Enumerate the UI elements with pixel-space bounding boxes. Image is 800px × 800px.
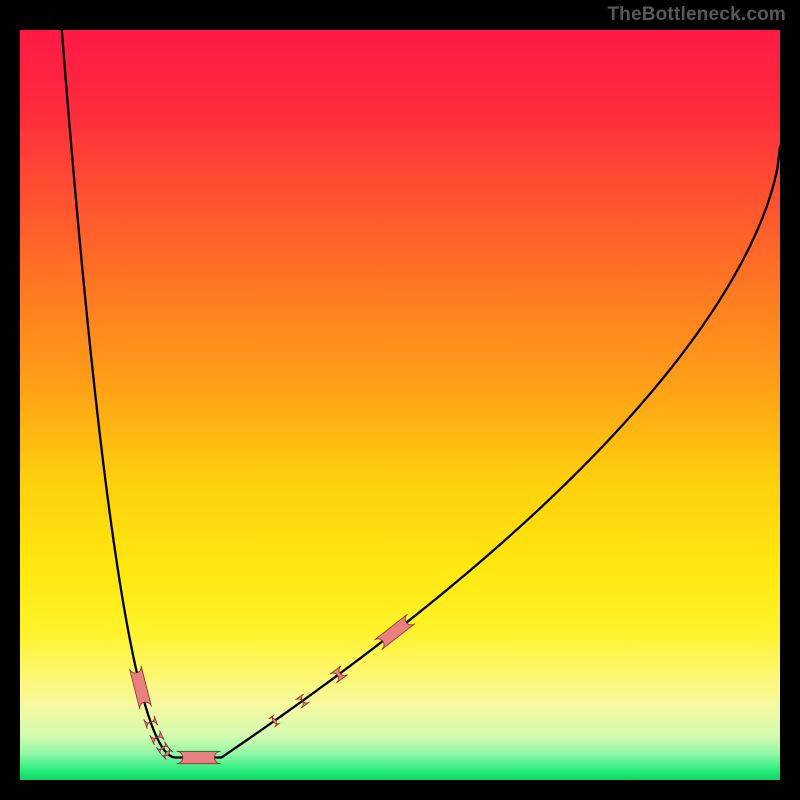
plot-area (20, 30, 780, 780)
bead-valley (177, 751, 221, 763)
bead-right-3 (269, 715, 280, 727)
bead-left-1 (144, 716, 158, 729)
watermark-text: TheBottleneck.com (607, 4, 786, 26)
curve-layer (20, 30, 780, 780)
bead-left-2 (150, 730, 165, 745)
chart-root: TheBottleneck.com (0, 0, 800, 800)
bead-left-0 (130, 666, 152, 710)
bottleneck-curve (62, 30, 780, 758)
